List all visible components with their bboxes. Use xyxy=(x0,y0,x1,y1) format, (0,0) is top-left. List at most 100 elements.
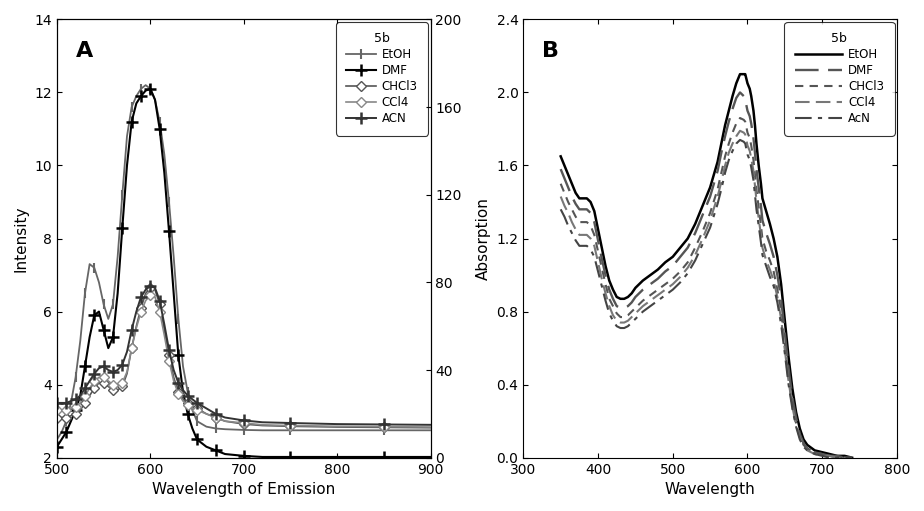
ACN xyxy=(52,400,63,406)
DMF xyxy=(98,327,109,333)
CCl4 xyxy=(145,292,156,298)
DMF xyxy=(154,126,165,132)
CCl4 xyxy=(98,374,109,380)
Line: DMF: DMF xyxy=(561,92,852,458)
CHCl3 xyxy=(585,223,596,229)
DMF xyxy=(425,454,436,460)
Legend: EtOH, DMF, CHCl3, CCl4, ACN: EtOH, DMF, CHCl3, CCl4, ACN xyxy=(339,25,425,132)
AcN xyxy=(824,455,835,461)
Line: EtOH: EtOH xyxy=(52,80,435,444)
EtOH xyxy=(159,151,170,157)
CCl4 xyxy=(378,424,389,430)
DMF xyxy=(177,389,188,395)
CCl4 xyxy=(89,378,100,384)
DMF xyxy=(52,444,63,450)
DMF xyxy=(191,436,202,443)
EtOH xyxy=(238,427,249,433)
EtOH xyxy=(98,301,109,307)
X-axis label: Wavelength: Wavelength xyxy=(664,482,756,497)
DMF xyxy=(121,162,132,169)
ACN xyxy=(79,385,91,391)
EtOH xyxy=(52,436,63,443)
DMF xyxy=(378,454,389,460)
ACN xyxy=(159,321,170,328)
EtOH xyxy=(332,427,343,433)
CCl4 xyxy=(201,411,212,417)
DMF xyxy=(126,119,137,125)
CCl4 xyxy=(66,405,77,411)
DMF xyxy=(238,453,249,459)
CCl4 xyxy=(285,423,296,429)
DMF xyxy=(285,454,296,460)
CCl4 xyxy=(56,407,67,413)
EtOH xyxy=(145,86,156,92)
CCl4 xyxy=(70,404,81,410)
CHCl3 xyxy=(136,305,147,311)
CCl4 xyxy=(136,309,147,315)
ACN xyxy=(257,419,268,425)
CHCl3 xyxy=(52,414,63,421)
EtOH xyxy=(285,427,296,433)
DMF xyxy=(555,166,566,172)
DMF xyxy=(107,334,118,340)
ACN xyxy=(61,400,72,406)
EtOH xyxy=(150,97,161,103)
CHCl3 xyxy=(121,370,132,377)
CHCl3 xyxy=(177,396,188,402)
Line: CHCl3: CHCl3 xyxy=(561,118,852,458)
CCl4 xyxy=(332,423,343,429)
CCl4 xyxy=(177,398,188,404)
CCl4 xyxy=(257,422,268,428)
Legend: EtOH, DMF, CHCl3, CCl4, AcN: EtOH, DMF, CHCl3, CCl4, AcN xyxy=(788,25,891,132)
EtOH xyxy=(112,254,123,260)
CHCl3 xyxy=(257,423,268,429)
CCl4 xyxy=(131,325,142,331)
CHCl3 xyxy=(79,400,91,406)
EtOH xyxy=(56,429,67,435)
CHCl3 xyxy=(56,414,67,421)
CHCl3 xyxy=(682,259,693,265)
ACN xyxy=(136,294,147,300)
Y-axis label: Intensity: Intensity xyxy=(14,205,29,272)
ACN xyxy=(103,367,114,373)
CHCl3 xyxy=(191,405,202,411)
EtOH xyxy=(705,184,716,191)
ACN xyxy=(201,405,212,411)
EtOH xyxy=(89,265,100,271)
CCl4 xyxy=(116,380,128,386)
EtOH xyxy=(66,400,77,406)
CCl4 xyxy=(832,455,843,461)
EtOH xyxy=(75,338,86,344)
EtOH xyxy=(116,192,128,198)
CCl4 xyxy=(187,405,198,411)
DMF xyxy=(210,447,221,453)
DMF xyxy=(201,444,212,450)
ACN xyxy=(220,414,231,421)
ACN xyxy=(66,398,77,404)
CHCl3 xyxy=(768,268,779,274)
CCl4 xyxy=(61,407,72,413)
CHCl3 xyxy=(89,385,100,391)
EtOH xyxy=(220,426,231,432)
CCl4 xyxy=(220,418,231,424)
DMF xyxy=(182,411,193,417)
EtOH xyxy=(136,86,147,92)
CHCl3 xyxy=(238,421,249,427)
CCl4 xyxy=(159,332,170,338)
CCl4 xyxy=(682,265,693,271)
Y-axis label: Absorption: Absorption xyxy=(476,197,491,280)
ACN xyxy=(154,297,165,304)
CHCl3 xyxy=(145,285,156,291)
Line: EtOH: EtOH xyxy=(561,74,852,458)
CCl4 xyxy=(52,407,63,413)
EtOH xyxy=(191,418,202,424)
CHCl3 xyxy=(201,411,212,417)
CHCl3 xyxy=(126,345,137,351)
DMF xyxy=(61,429,72,435)
CCl4 xyxy=(735,128,746,134)
DMF xyxy=(136,93,147,99)
EtOH xyxy=(425,427,436,433)
ACN xyxy=(98,363,109,369)
CHCl3 xyxy=(332,424,343,430)
Text: B: B xyxy=(542,41,559,61)
